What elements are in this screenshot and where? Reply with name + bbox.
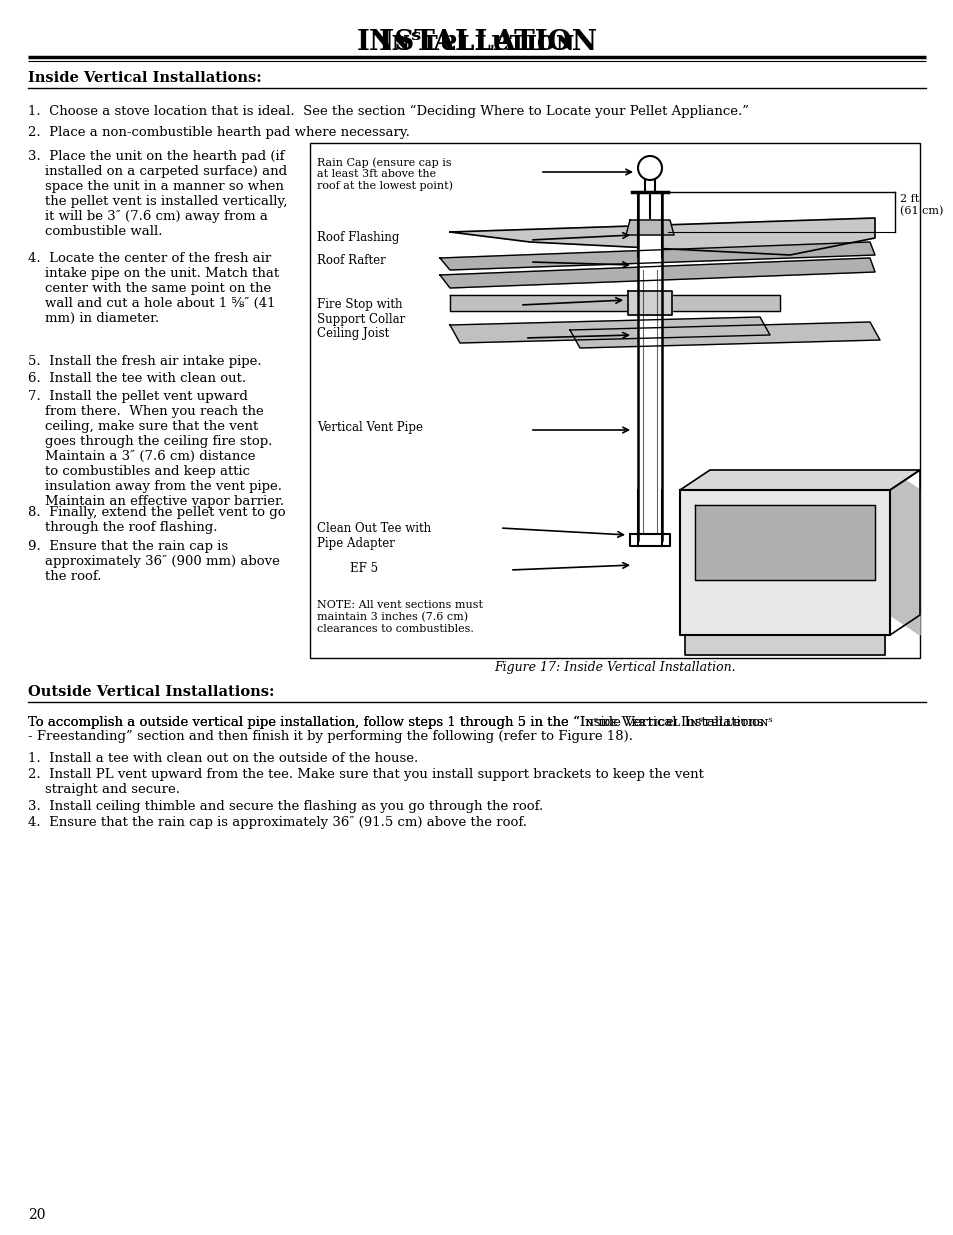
Polygon shape (627, 291, 671, 315)
Polygon shape (439, 242, 874, 270)
Text: 1.  Install a tee with clean out on the outside of the house.: 1. Install a tee with clean out on the o… (28, 752, 417, 764)
Text: Figure 17: Inside Vertical Installation.: Figure 17: Inside Vertical Installation. (494, 662, 735, 674)
Polygon shape (679, 471, 919, 490)
Text: 3.  Place the unit on the hearth pad (if
    installed on a carpeted surface) an: 3. Place the unit on the hearth pad (if … (28, 149, 287, 238)
Polygon shape (638, 193, 661, 254)
Polygon shape (439, 258, 874, 288)
Text: - Freestanding” section and then finish it by performing the following (refer to: - Freestanding” section and then finish … (28, 730, 633, 743)
Text: Roof Rafter: Roof Rafter (316, 253, 385, 267)
Text: EF 5: EF 5 (350, 562, 377, 574)
Text: Vertical Vent Pipe: Vertical Vent Pipe (316, 421, 422, 435)
Text: 4.  Locate the center of the fresh air
    intake pipe on the unit. Match that
 : 4. Locate the center of the fresh air in… (28, 252, 279, 325)
Text: Clean Out Tee with
Pipe Adapter: Clean Out Tee with Pipe Adapter (316, 522, 431, 550)
Polygon shape (450, 295, 633, 311)
Text: INSTALLATION: INSTALLATION (356, 28, 597, 56)
Polygon shape (889, 471, 919, 635)
Text: Outside Vertical Installations:: Outside Vertical Installations: (28, 685, 274, 699)
Text: 6.  Install the tee with clean out.: 6. Install the tee with clean out. (28, 372, 246, 385)
Text: NOTE: All vent sections must
maintain 3 inches (7.6 cm)
clearances to combustibl: NOTE: All vent sections must maintain 3 … (316, 600, 482, 634)
Text: 1.  Choose a stove location that is ideal.  See the section “Deciding Where to L: 1. Choose a stove location that is ideal… (28, 105, 748, 119)
Text: 7.  Install the pellet vent upward
    from there.  When you reach the
    ceili: 7. Install the pellet vent upward from t… (28, 390, 284, 508)
Polygon shape (638, 490, 661, 546)
Text: Roof Flashing: Roof Flashing (316, 231, 399, 243)
Polygon shape (695, 505, 874, 580)
Text: 2.  Install PL vent upward from the tee. Make sure that you install support brac: 2. Install PL vent upward from the tee. … (28, 768, 703, 797)
Polygon shape (450, 317, 769, 343)
Polygon shape (684, 635, 884, 655)
Polygon shape (629, 534, 669, 546)
Text: 20: 20 (28, 1208, 46, 1221)
Text: To accomplish a outside vertical pipe installation, follow steps 1 through 5 in : To accomplish a outside vertical pipe in… (28, 716, 772, 729)
Text: 4.  Ensure that the rain cap is approximately 36″ (91.5 cm) above the roof.: 4. Ensure that the rain cap is approxima… (28, 816, 526, 829)
Bar (310, 143, 919, 658)
Text: Fire Stop with
Support Collar: Fire Stop with Support Collar (316, 298, 405, 326)
Polygon shape (679, 490, 889, 635)
Text: Iɴˢᴛɐʟʟɐᴛɪᴏɴ: Iɴˢᴛɐʟʟɐᴛɪᴏɴ (378, 28, 575, 56)
Polygon shape (638, 193, 661, 540)
Text: 8.  Finally, extend the pellet vent to go
    through the roof flashing.: 8. Finally, extend the pellet vent to go… (28, 506, 285, 534)
Polygon shape (450, 219, 874, 254)
Text: 2.  Place a non-combustible hearth pad where necessary.: 2. Place a non-combustible hearth pad wh… (28, 126, 410, 140)
Text: 9.  Ensure that the rain cap is
    approximately 36″ (900 mm) above
    the roo: 9. Ensure that the rain cap is approxima… (28, 540, 279, 583)
Text: Rain Cap (ensure cap is
at least 3ft above the
roof at the lowest point): Rain Cap (ensure cap is at least 3ft abo… (316, 157, 453, 191)
Polygon shape (569, 322, 879, 348)
Text: 2 ft
(61 cm): 2 ft (61 cm) (899, 194, 943, 216)
Text: To accomplish a outside vertical pipe installation, follow steps 1 through 5 in : To accomplish a outside vertical pipe in… (28, 716, 763, 729)
Text: 3.  Install ceiling thimble and secure the flashing as you go through the roof.: 3. Install ceiling thimble and secure th… (28, 800, 542, 813)
Text: Ceiling Joist: Ceiling Joist (316, 326, 389, 340)
Text: 5.  Install the fresh air intake pipe.: 5. Install the fresh air intake pipe. (28, 354, 261, 368)
Polygon shape (666, 295, 780, 311)
Polygon shape (625, 220, 673, 235)
Polygon shape (644, 180, 655, 191)
Text: Inside Vertical Installations:: Inside Vertical Installations: (28, 70, 261, 85)
